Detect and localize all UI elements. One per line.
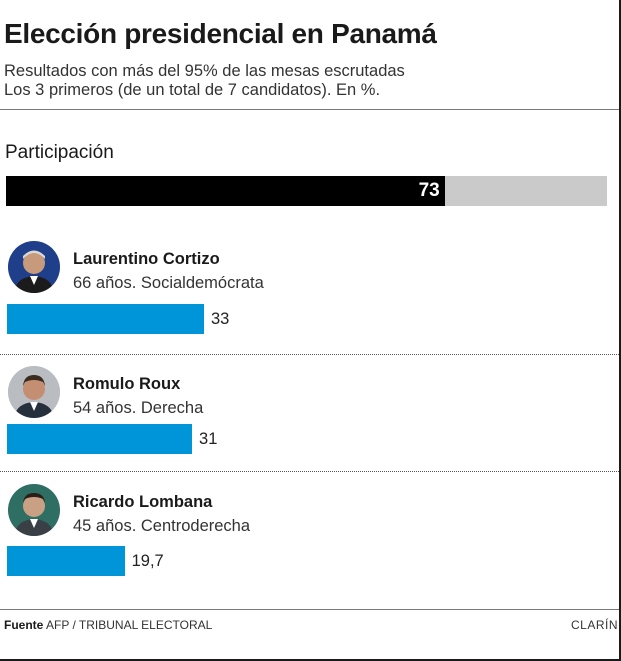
participation-value: 73 <box>418 180 440 201</box>
candidate-bar <box>7 424 193 454</box>
source-label: Fuente <box>4 618 44 632</box>
subtitle-line-2: Los 3 primeros (de un total de 7 candida… <box>4 81 381 99</box>
row-divider <box>0 471 619 472</box>
candidate-description: 54 años. Derecha <box>73 399 204 417</box>
candidate-photo-avatar <box>8 241 60 293</box>
candidate-value: 19,7 <box>131 552 164 570</box>
candidate-value: 31 <box>199 430 218 448</box>
brand-credit: CLARÍN <box>570 618 618 632</box>
footer-divider <box>0 609 619 610</box>
candidate-bar <box>7 546 125 576</box>
participation-bar-track: 73 <box>6 176 607 206</box>
header-divider <box>0 109 619 110</box>
page-title: Elección presidencial en Panamá <box>4 18 437 49</box>
candidate-photo-avatar <box>8 366 60 418</box>
candidate-description: 66 años. Socialdemócrata <box>73 274 264 292</box>
candidate-description: 45 años. Centroderecha <box>73 517 251 535</box>
participation-label: Participación <box>5 142 114 163</box>
row-divider <box>0 354 619 355</box>
candidate-photo-avatar <box>8 484 60 536</box>
candidate-name: Ricardo Lombana <box>73 493 213 511</box>
participation-bar-fill: 73 <box>6 176 445 206</box>
candidate-name: Laurentino Cortizo <box>73 250 220 268</box>
subtitle-line-1: Resultados con más del 95% de las mesas … <box>4 62 405 80</box>
candidate-bar <box>7 304 204 334</box>
subtitle: Resultados con más del 95% de las mesas … <box>4 62 405 100</box>
source-text: AFP / TRIBUNAL ELECTORAL <box>46 618 213 632</box>
source-credit: Fuente AFP / TRIBUNAL ELECTORAL <box>4 618 212 632</box>
candidate-name: Romulo Roux <box>73 375 181 393</box>
candidate-value: 33 <box>211 310 230 328</box>
